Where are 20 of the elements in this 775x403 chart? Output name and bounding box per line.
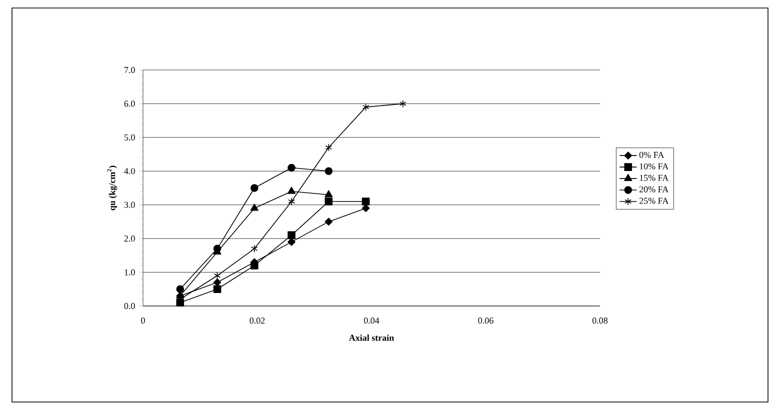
legend-label: 20% FA [639, 186, 669, 192]
x-tick-label: 0 [141, 318, 145, 324]
x-axis-title: Axial strain [348, 334, 394, 341]
legend-label: 0% FA [639, 152, 664, 158]
x-tick-label: 0.02 [250, 318, 265, 324]
x-tick-label: 0.08 [592, 318, 608, 324]
y-tick-label: 7.0 [124, 66, 135, 74]
x-tick-label: 0.06 [478, 318, 494, 324]
legend-label: 15% FA [640, 174, 669, 181]
y-tick-label: 6.0 [124, 100, 135, 107]
y-tick-label: 5.0 [124, 134, 135, 140]
y-tick-label: 4.0 [124, 168, 135, 174]
legend-label: 25% FA [639, 198, 669, 204]
y-tick-label: 0.0 [124, 302, 135, 310]
y-axis-title: qu (kg/cm$^{2}$) [107, 166, 118, 210]
y-tick-label: 1.0 [124, 269, 135, 276]
x-tick-label: 0.04 [364, 318, 380, 324]
y-tick-label: 3.0 [124, 202, 135, 208]
y-tick-label: 2.0 [124, 236, 135, 242]
legend-label: 10% FA [640, 163, 669, 170]
